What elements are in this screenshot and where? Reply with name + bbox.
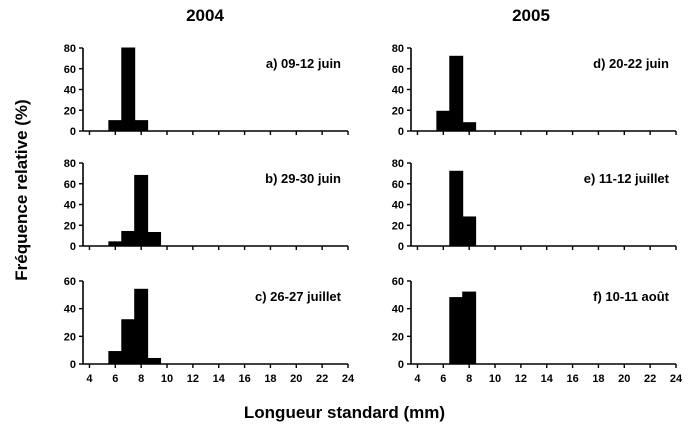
panel-3-xtick-label-22: 22 (316, 373, 328, 385)
panel-2-ytick-label-80: 80 (64, 158, 76, 170)
x-axis-label: Longueur standard (mm) (243, 403, 446, 422)
panel-3-ytick-label-0: 0 (70, 359, 76, 371)
panel-3-xtick-label-20: 20 (290, 373, 302, 385)
panel-3-xtick-label-4: 4 (86, 373, 93, 385)
panel-4-ytick-label-80: 80 (392, 43, 404, 55)
column-title-2004: 2004 (186, 6, 224, 25)
panel-4-ytick-label-60: 60 (392, 64, 404, 76)
panel-5-bar-8 (462, 216, 477, 247)
panel-6-xtick-label-6: 6 (440, 373, 446, 385)
panel-5-label: e) 11-12 juillet (584, 171, 670, 186)
panel-1-ytick-label-60: 60 (64, 64, 76, 76)
panel-3-xtick-label-6: 6 (112, 373, 118, 385)
panel-1-label: a) 09-12 juin (266, 56, 341, 71)
panel-6-ytick-label-0: 0 (398, 359, 404, 371)
panel-6-ytick-label-40: 40 (392, 304, 404, 316)
panel-5-ytick-label-20: 20 (392, 220, 404, 232)
panel-6-xtick-label-22: 22 (644, 373, 656, 385)
panel-4-ytick-label-20: 20 (392, 105, 404, 117)
panel-4-ytick-label-0: 0 (398, 126, 404, 138)
panel-3-xtick-label-10: 10 (161, 373, 173, 385)
panel-2-ytick-label-20: 20 (64, 220, 76, 232)
panel-3-bar-9 (147, 357, 162, 365)
panel-3-xtick-label-24: 24 (342, 373, 355, 385)
panel-2-ytick-label-60: 60 (64, 179, 76, 191)
panel-3-ytick-label-60: 60 (64, 276, 76, 288)
panel-4-bar-6 (436, 110, 451, 132)
panel-6-xtick-label-14: 14 (541, 373, 554, 385)
panel-6-xtick-label-20: 20 (618, 373, 630, 385)
panel-6-bar-7 (449, 297, 464, 365)
panel-3-ytick-label-20: 20 (64, 331, 76, 343)
panel-6-ytick-label-20: 20 (392, 331, 404, 343)
panel-3-bar-8 (134, 288, 149, 365)
panel-3-bar-6 (108, 351, 123, 365)
panel-1-ytick-label-0: 0 (70, 126, 76, 138)
panel-1-bar-6 (108, 120, 123, 132)
panel-2-bar-8 (134, 174, 149, 247)
panel-3-label: c) 26-27 juillet (255, 289, 342, 304)
panel-6-bar-8 (462, 291, 477, 365)
panel-6-xtick-label-18: 18 (592, 373, 604, 385)
panel-3-bar-7 (121, 319, 136, 365)
panel-1-bar-7 (121, 47, 136, 132)
panel-5-ytick-label-60: 60 (392, 179, 404, 191)
panel-3-xtick-label-14: 14 (213, 373, 226, 385)
panel-2-bar-9 (147, 232, 162, 247)
panel-3-xtick-label-8: 8 (138, 373, 144, 385)
panel-6-xtick-label-10: 10 (489, 373, 501, 385)
panel-1-ytick-label-40: 40 (64, 85, 76, 97)
panel-5-ytick-label-0: 0 (398, 241, 404, 253)
panel-2-ytick-label-40: 40 (64, 200, 76, 212)
panel-2-ytick-label-0: 0 (70, 241, 76, 253)
panel-6-xtick-label-24: 24 (670, 373, 683, 385)
panel-6-xtick-label-12: 12 (515, 373, 527, 385)
panel-3-xtick-label-18: 18 (264, 373, 276, 385)
panel-2-label: b) 29-30 juin (265, 171, 341, 186)
panel-6-xtick-label-8: 8 (466, 373, 472, 385)
panel-6-xtick-label-4: 4 (414, 373, 421, 385)
panel-5-bar-7 (449, 170, 464, 247)
panel-4-bar-7 (449, 55, 464, 132)
panel-6-ytick-label-60: 60 (392, 276, 404, 288)
panel-1-ytick-label-20: 20 (64, 105, 76, 117)
column-title-2005: 2005 (512, 6, 550, 25)
panel-6-label: f) 10-11 août (593, 289, 670, 304)
panel-2-bar-7 (121, 230, 136, 247)
panel-5-ytick-label-40: 40 (392, 200, 404, 212)
panel-1-ytick-label-80: 80 (64, 43, 76, 55)
panel-3-xtick-label-12: 12 (187, 373, 199, 385)
panel-4-label: d) 20-22 juin (593, 56, 669, 71)
panel-5-ytick-label-80: 80 (392, 158, 404, 170)
panel-1-bar-8 (134, 120, 149, 132)
panel-4-ytick-label-40: 40 (392, 85, 404, 97)
panel-3-xtick-label-16: 16 (238, 373, 250, 385)
panel-6-xtick-label-16: 16 (566, 373, 578, 385)
panel-4-bar-8 (462, 122, 477, 132)
panel-3-ytick-label-40: 40 (64, 304, 76, 316)
